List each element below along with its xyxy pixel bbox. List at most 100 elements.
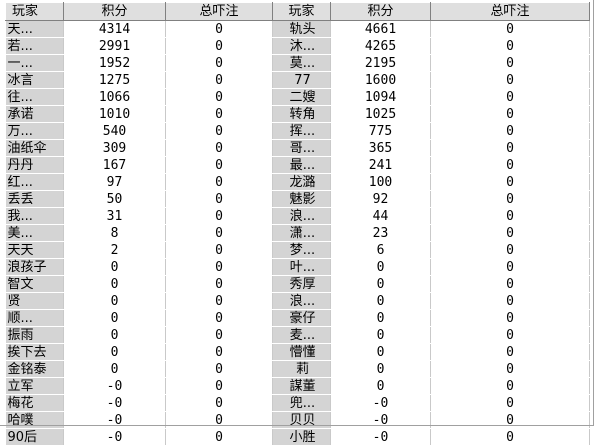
column-header-score[interactable]: 积分 — [63, 2, 166, 21]
player-score: 0 — [63, 275, 166, 293]
player-score: 1025 — [330, 105, 431, 123]
player-total-bet: 0 — [165, 173, 273, 191]
player-total-bet: 0 — [165, 88, 273, 106]
player-total-bet: 0 — [165, 326, 273, 344]
table-row[interactable]: 丢丢 50 0 魅影 92 0 — [5, 190, 590, 208]
player-name: 莫... — [272, 54, 331, 72]
player-name: 油纸伞 — [5, 139, 64, 157]
table-row[interactable]: 往... 1066 0 二嫂 1094 0 — [5, 88, 590, 106]
table-row[interactable]: 若... 2991 0 沐... 4265 0 — [5, 37, 590, 55]
player-total-bet: 0 — [165, 105, 273, 123]
player-score: -0 — [330, 394, 431, 412]
player-total-bet: 0 — [430, 122, 590, 140]
player-name: 懵懂 — [272, 343, 331, 361]
player-name: 我... — [5, 207, 64, 225]
table-row[interactable]: 90后 -0 0 小胜 -0 0 — [5, 428, 590, 446]
player-name: 贝贝 — [272, 411, 331, 429]
player-total-bet: 0 — [165, 360, 273, 378]
player-score: 92 — [330, 190, 431, 208]
table-row[interactable]: 我... 31 0 浪... 44 0 — [5, 207, 590, 225]
player-score: 31 — [63, 207, 166, 225]
player-score: 23 — [330, 224, 431, 242]
player-score: 0 — [330, 275, 431, 293]
column-header-player-2[interactable]: 玩家 — [272, 2, 331, 21]
player-score: 540 — [63, 122, 166, 140]
player-total-bet: 0 — [430, 258, 590, 276]
table-row[interactable]: 红... 97 0 龙潞 100 0 — [5, 173, 590, 191]
player-name: 兜... — [272, 394, 331, 412]
table-row[interactable]: 智文 0 0 秀厚 0 0 — [5, 275, 590, 293]
table-row[interactable]: 贤 0 0 浪... 0 0 — [5, 292, 590, 310]
player-score: 1275 — [63, 71, 166, 89]
player-name: 魅影 — [272, 190, 331, 208]
player-total-bet: 0 — [165, 190, 273, 208]
column-header-total-bet-2[interactable]: 总吓注 — [430, 2, 590, 21]
player-score: 0 — [330, 360, 431, 378]
table-row[interactable]: 挨下去 0 0 懵懂 0 0 — [5, 343, 590, 361]
player-total-bet: 0 — [430, 207, 590, 225]
table-row[interactable]: 哈噗 -0 0 贝贝 -0 0 — [5, 411, 590, 429]
player-score: 0 — [330, 258, 431, 276]
player-score: 0 — [63, 343, 166, 361]
table-row[interactable]: 冰言 1275 0 77 1600 0 — [5, 71, 590, 89]
player-score: 44 — [330, 207, 431, 225]
player-score: 0 — [63, 292, 166, 310]
column-header-player[interactable]: 玩家 — [5, 2, 64, 21]
table-row[interactable]: 振雨 0 0 麦... 0 0 — [5, 326, 590, 344]
player-name: 挨下去 — [5, 343, 64, 361]
table-row[interactable]: 万... 540 0 挥... 775 0 — [5, 122, 590, 140]
player-score: 0 — [63, 258, 166, 276]
player-total-bet: 0 — [430, 309, 590, 327]
player-name: 梅花 — [5, 394, 64, 412]
player-score: 6 — [330, 241, 431, 259]
player-total-bet: 0 — [430, 156, 590, 174]
table-row[interactable]: 丹丹 167 0 最... 241 0 — [5, 156, 590, 174]
player-total-bet: 0 — [165, 224, 273, 242]
column-header-total-bet[interactable]: 总吓注 — [165, 2, 273, 21]
player-score: -0 — [63, 394, 166, 412]
player-score: 365 — [330, 139, 431, 157]
table-row[interactable]: 承诺 1010 0 转角 1025 0 — [5, 105, 590, 123]
player-total-bet: 0 — [430, 54, 590, 72]
player-name: 哥... — [272, 139, 331, 157]
table-row[interactable]: 立军 -0 0 謀董 0 0 — [5, 377, 590, 395]
player-score: 0 — [330, 377, 431, 395]
player-name: 浪... — [272, 207, 331, 225]
table-row[interactable]: 天... 4314 0 轨头 4661 0 — [5, 20, 590, 38]
player-total-bet: 0 — [430, 343, 590, 361]
player-total-bet: 0 — [165, 207, 273, 225]
player-score: 1066 — [63, 88, 166, 106]
player-total-bet: 0 — [165, 54, 273, 72]
player-total-bet: 0 — [165, 394, 273, 412]
player-score: 2991 — [63, 37, 166, 55]
player-name: 美... — [5, 224, 64, 242]
table-row[interactable]: 美... 8 0 潇... 23 0 — [5, 224, 590, 242]
table-row[interactable]: 顺... 0 0 豪仔 0 0 — [5, 309, 590, 327]
player-score: 4661 — [330, 20, 431, 38]
player-total-bet: 0 — [430, 377, 590, 395]
player-name: 謀董 — [272, 377, 331, 395]
table-row[interactable]: 浪孩子 0 0 叶... 0 0 — [5, 258, 590, 276]
score-table: 玩家 积分 总吓注 玩家 积分 总吓注 天... 4314 0 轨头 4661 0 若...… — [5, 2, 590, 446]
player-score: 0 — [63, 309, 166, 327]
table-row[interactable]: 油纸伞 309 0 哥... 365 0 — [5, 139, 590, 157]
table-row[interactable]: 天天 2 0 梦... 6 0 — [5, 241, 590, 259]
player-name: 麦... — [272, 326, 331, 344]
player-name: 一... — [5, 54, 64, 72]
table-row[interactable]: 金铭泰 0 0 莉 0 0 — [5, 360, 590, 378]
player-name: 立军 — [5, 377, 64, 395]
player-score: 0 — [63, 360, 166, 378]
table-row[interactable]: 梅花 -0 0 兜... -0 0 — [5, 394, 590, 412]
table-row[interactable]: 一... 1952 0 莫... 2195 0 — [5, 54, 590, 72]
player-score: -0 — [63, 377, 166, 395]
player-total-bet: 0 — [430, 139, 590, 157]
player-name: 莉 — [272, 360, 331, 378]
player-score: -0 — [330, 411, 431, 429]
player-name: 转角 — [272, 105, 331, 123]
player-score: -0 — [330, 428, 431, 446]
player-score: 8 — [63, 224, 166, 242]
column-header-score-2[interactable]: 积分 — [330, 2, 431, 21]
player-name: 若... — [5, 37, 64, 55]
player-score: 0 — [63, 326, 166, 344]
player-total-bet: 0 — [165, 122, 273, 140]
